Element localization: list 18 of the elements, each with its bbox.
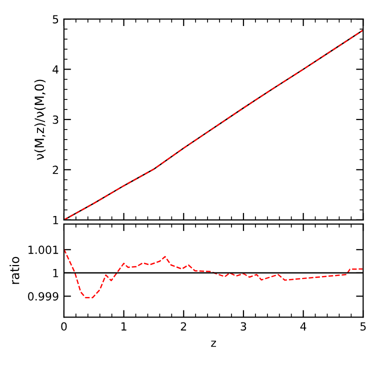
y-tick-label: 1 bbox=[53, 269, 58, 278]
x-tick-label: 4 bbox=[300, 322, 306, 330]
x-tick-label: 5 bbox=[360, 322, 366, 331]
y-tick-label: 1 bbox=[53, 216, 58, 224]
y-tick-label: 1.001 bbox=[28, 246, 58, 254]
x-tick-label: 2 bbox=[180, 322, 186, 330]
y-tick-label: 5 bbox=[52, 15, 58, 24]
line-series bbox=[64, 248, 364, 298]
y-tick-label: 0.999 bbox=[28, 292, 58, 301]
y-tick-label: 4 bbox=[52, 65, 58, 74]
x-tick-label: 1 bbox=[121, 322, 126, 330]
x-tick-label: 0 bbox=[61, 322, 67, 331]
y-tick-label: 2 bbox=[52, 166, 58, 174]
y-axis-title: ratio bbox=[10, 256, 20, 284]
x-tick-label: 3 bbox=[240, 322, 246, 331]
x-axis-title: z bbox=[211, 340, 216, 347]
y-tick-label: 3 bbox=[52, 115, 58, 124]
y-axis-title: ν(M,z)/ν(M,0) bbox=[34, 80, 46, 160]
